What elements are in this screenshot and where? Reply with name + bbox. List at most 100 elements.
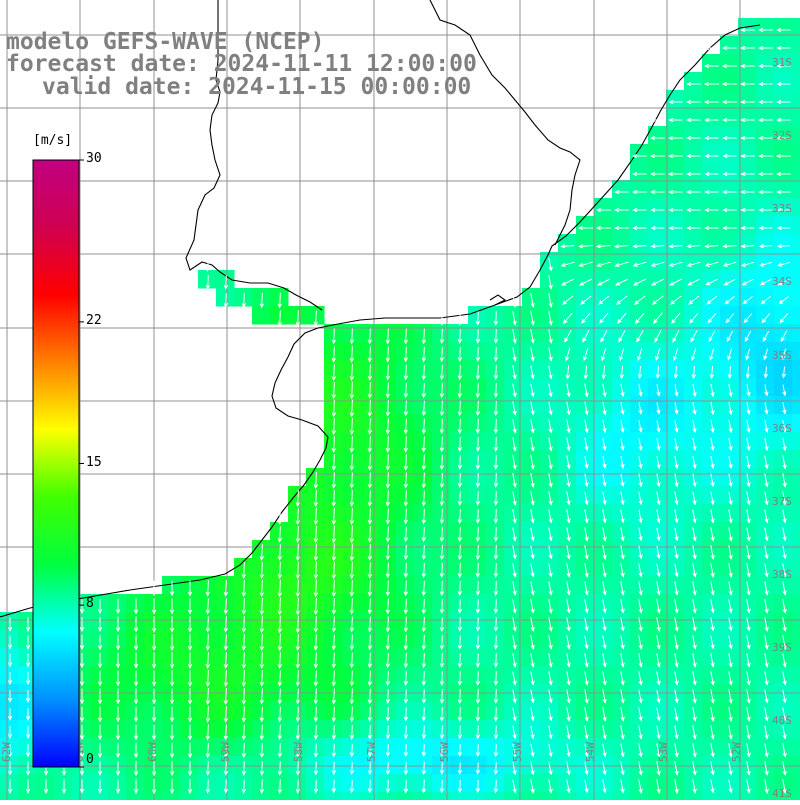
wind-vector (385, 328, 390, 345)
wind-vector (584, 707, 589, 722)
wind-vector (632, 171, 647, 177)
wind-vector (25, 743, 31, 758)
wind-vector (493, 599, 499, 614)
wind-vector (421, 744, 427, 758)
wind-vector (674, 581, 679, 596)
wind-vector (493, 419, 499, 435)
wind-vector (674, 509, 679, 524)
wind-vector (421, 671, 427, 687)
wind-vector (421, 689, 427, 704)
wind-vector (367, 562, 372, 579)
wind-vector (722, 207, 737, 213)
wind-vector (566, 779, 571, 794)
wind-vector (728, 617, 733, 632)
wind-vector (620, 653, 625, 668)
wind-vector (295, 310, 300, 327)
wind-vector (349, 580, 354, 598)
wind-vector (97, 706, 103, 723)
wind-vector (619, 365, 624, 380)
wind-vector (602, 779, 607, 794)
wind-vector (295, 543, 300, 562)
wind-vector (457, 329, 463, 344)
wind-vector (548, 563, 553, 578)
wind-vector (385, 580, 390, 597)
wind-vector (565, 365, 570, 380)
wind-vector (582, 330, 590, 343)
wind-vector (781, 348, 787, 361)
wind-vector (656, 473, 661, 488)
wind-vector (223, 293, 229, 308)
wind-vector (79, 617, 85, 633)
wind-vector (615, 278, 629, 286)
wind-vector (187, 598, 193, 615)
wind-vector (259, 761, 265, 777)
wind-vector (187, 652, 193, 670)
wind-vector (493, 545, 499, 561)
wind-vector (746, 384, 751, 397)
wind-vector (746, 599, 751, 614)
wind-vector (421, 436, 426, 453)
wind-vector (710, 653, 715, 668)
wind-vector (548, 653, 553, 668)
wind-vector (656, 420, 661, 433)
wind-vector (403, 400, 409, 417)
wind-vector (710, 581, 715, 596)
wind-vector (650, 225, 665, 231)
wind-vector (367, 490, 372, 507)
wind-vector (728, 545, 733, 560)
wind-vector (295, 525, 300, 544)
wind-vector (331, 346, 336, 363)
wind-vector (367, 526, 372, 544)
wind-vector (295, 579, 300, 598)
wind-vector (690, 330, 698, 343)
wind-vector (746, 743, 751, 758)
wind-vector (151, 742, 157, 759)
wind-vector (632, 189, 647, 195)
wind-vector (620, 383, 625, 398)
wind-vector (691, 347, 697, 362)
wind-vector (25, 635, 31, 650)
wind-vector (512, 779, 517, 794)
wind-vector (650, 261, 665, 267)
wind-vector (331, 779, 337, 794)
wind-vector (331, 688, 336, 705)
wind-vector (530, 761, 535, 776)
lat-label: 37S (772, 495, 792, 508)
wind-vector (439, 508, 445, 525)
wind-vector (566, 545, 571, 560)
wind-vector (566, 671, 571, 686)
coast-inlet (489, 294, 507, 306)
wind-vector (169, 598, 175, 615)
wind-vector (205, 616, 210, 633)
wind-vector (512, 365, 517, 380)
wind-vector (475, 437, 481, 452)
wind-vector (638, 761, 643, 776)
wind-vector (403, 526, 409, 543)
wind-vector (385, 364, 390, 381)
wind-vector (403, 779, 409, 794)
wind-vector (403, 436, 408, 453)
wind-vector (649, 135, 665, 141)
wind-vector (367, 616, 372, 633)
wind-vector (475, 725, 481, 740)
wind-vector (728, 707, 733, 723)
wind-vector (241, 616, 246, 634)
wind-vector (632, 207, 647, 213)
wind-vector (740, 99, 755, 105)
wind-vector (493, 617, 499, 632)
wind-vector (530, 527, 535, 542)
wind-vector (512, 383, 517, 398)
wind-vector (475, 382, 481, 399)
wind-vector (746, 455, 751, 470)
wind-vector (439, 779, 445, 794)
wind-vector (560, 261, 575, 267)
wind-vector (493, 509, 499, 524)
wind-vector (780, 330, 788, 343)
wind-vector (385, 670, 391, 687)
wind-vector (704, 45, 719, 51)
wind-vector (656, 689, 661, 704)
wind-vector (740, 27, 755, 33)
wind-vector (530, 383, 535, 398)
wind-vector (79, 743, 85, 759)
